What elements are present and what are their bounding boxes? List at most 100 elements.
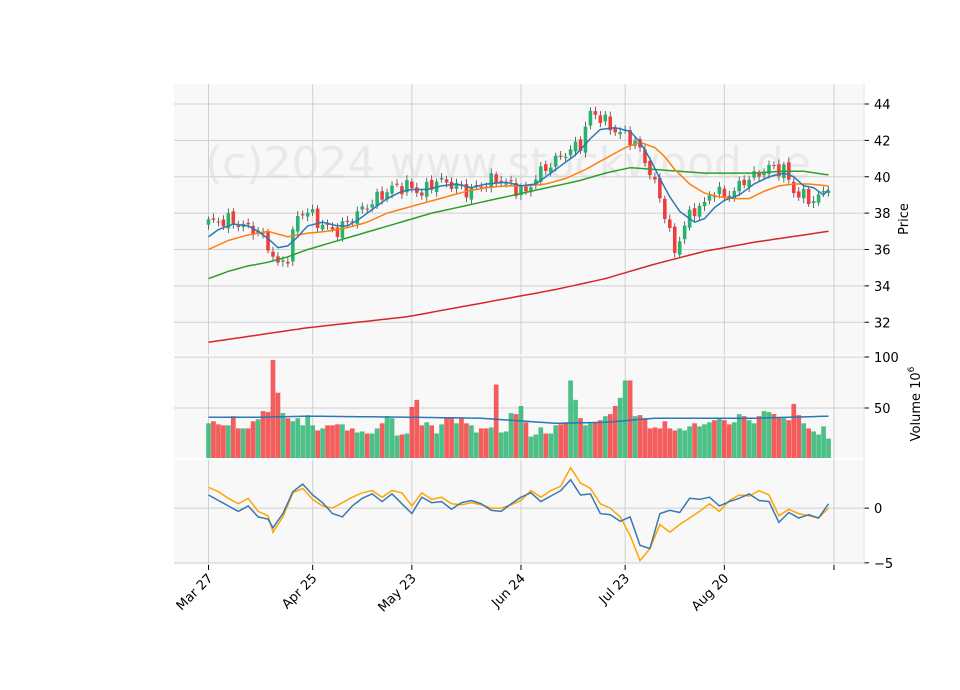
- volume-bar: [235, 428, 241, 458]
- candle-body: [519, 186, 523, 196]
- volume-bar: [369, 433, 375, 458]
- candle-body: [405, 180, 409, 193]
- candle-body: [474, 185, 479, 187]
- candle-body: [246, 222, 250, 225]
- candle-body: [583, 126, 588, 153]
- candle-body: [653, 176, 657, 180]
- candle-body: [548, 167, 553, 173]
- candle-body: [648, 160, 652, 175]
- candle-body: [439, 177, 444, 180]
- volume-bar: [473, 432, 479, 458]
- candle-body: [454, 183, 459, 189]
- volume-bar: [816, 434, 821, 458]
- candle-body: [568, 149, 573, 156]
- volume-bar: [295, 418, 301, 458]
- candle-body: [509, 180, 513, 182]
- volume-bar: [617, 397, 623, 458]
- volume-bar: [409, 406, 415, 458]
- volume-bar: [821, 426, 826, 458]
- volume-bar: [488, 427, 494, 458]
- volume-bar: [250, 421, 256, 458]
- candle-body: [291, 229, 295, 262]
- oscillator-panel-bg: [174, 460, 864, 565]
- volume-bar: [553, 425, 559, 458]
- candle-body: [281, 260, 285, 262]
- candle-body: [762, 173, 766, 176]
- candle-body: [330, 227, 335, 230]
- candle-body: [806, 188, 811, 205]
- candle-body: [598, 115, 603, 123]
- volume-bar: [300, 425, 306, 458]
- candle-body: [355, 211, 360, 225]
- volume-bar: [771, 414, 777, 458]
- volume-bar: [632, 416, 638, 458]
- volume-bar: [245, 428, 251, 458]
- volume-bar: [597, 420, 603, 458]
- volume-bar: [216, 424, 221, 458]
- candle-body: [211, 218, 216, 220]
- volume-bar: [568, 380, 573, 458]
- volume-bar: [240, 428, 246, 458]
- volume-bar: [677, 428, 683, 458]
- candle-body: [539, 166, 543, 182]
- candle-body: [772, 165, 776, 167]
- volume-bar: [364, 433, 370, 458]
- candle-body: [206, 219, 211, 225]
- volume-bar: [211, 421, 216, 458]
- volume-bar: [354, 432, 360, 458]
- volume-bar: [538, 427, 544, 458]
- volume-bar: [439, 424, 444, 458]
- candle-body: [608, 116, 613, 131]
- volume-bar: [731, 422, 737, 458]
- volume-bar: [588, 423, 593, 458]
- volume-bar: [637, 415, 643, 458]
- candle-body: [350, 221, 355, 223]
- volume-bar: [736, 414, 742, 458]
- candle-body: [777, 164, 781, 177]
- candle-body: [563, 156, 568, 158]
- volume-bar: [310, 425, 316, 458]
- volume-bar: [657, 428, 663, 458]
- volume-bar: [662, 421, 668, 458]
- volume-bar: [573, 399, 578, 458]
- candle-body: [315, 208, 320, 228]
- candle-body: [658, 178, 662, 199]
- candle-body: [385, 192, 389, 200]
- candle-body: [489, 173, 494, 188]
- volume-bar: [434, 433, 440, 458]
- volume-bar: [374, 428, 380, 458]
- candle-body: [697, 205, 702, 217]
- price-panel: [206, 106, 831, 344]
- volume-bar: [583, 425, 588, 458]
- volume-bar: [459, 418, 464, 458]
- volume-bar: [478, 428, 484, 458]
- x-tick-label: Apr 25: [279, 571, 320, 612]
- volume-bar: [741, 416, 747, 458]
- volume-bar: [682, 430, 688, 458]
- volume-panel: [206, 360, 831, 458]
- candle-body: [514, 183, 518, 197]
- volume-bar: [414, 399, 420, 458]
- candle-body: [251, 225, 255, 235]
- volume-bar: [548, 433, 554, 458]
- volume-bar: [607, 414, 613, 458]
- candle-body: [603, 114, 608, 122]
- volume-bar: [335, 424, 340, 458]
- candle-body: [419, 192, 424, 196]
- osc-y-tick-label: −5: [874, 557, 893, 572]
- volume-bar: [384, 416, 390, 458]
- volume-bar: [429, 425, 435, 458]
- watermark-text: (c)2024 www.stockwood.de: [205, 138, 811, 189]
- volume-bar: [330, 425, 335, 458]
- volume-bar: [399, 434, 405, 458]
- candle-body: [801, 188, 806, 199]
- candle-body: [757, 173, 761, 177]
- ma-200-line: [208, 230, 829, 344]
- volume-bar: [424, 422, 430, 458]
- volume-bar: [359, 431, 365, 458]
- candle-body: [618, 131, 622, 135]
- volume-bar: [791, 403, 797, 458]
- candle-body: [375, 191, 379, 206]
- candle-body: [717, 186, 722, 195]
